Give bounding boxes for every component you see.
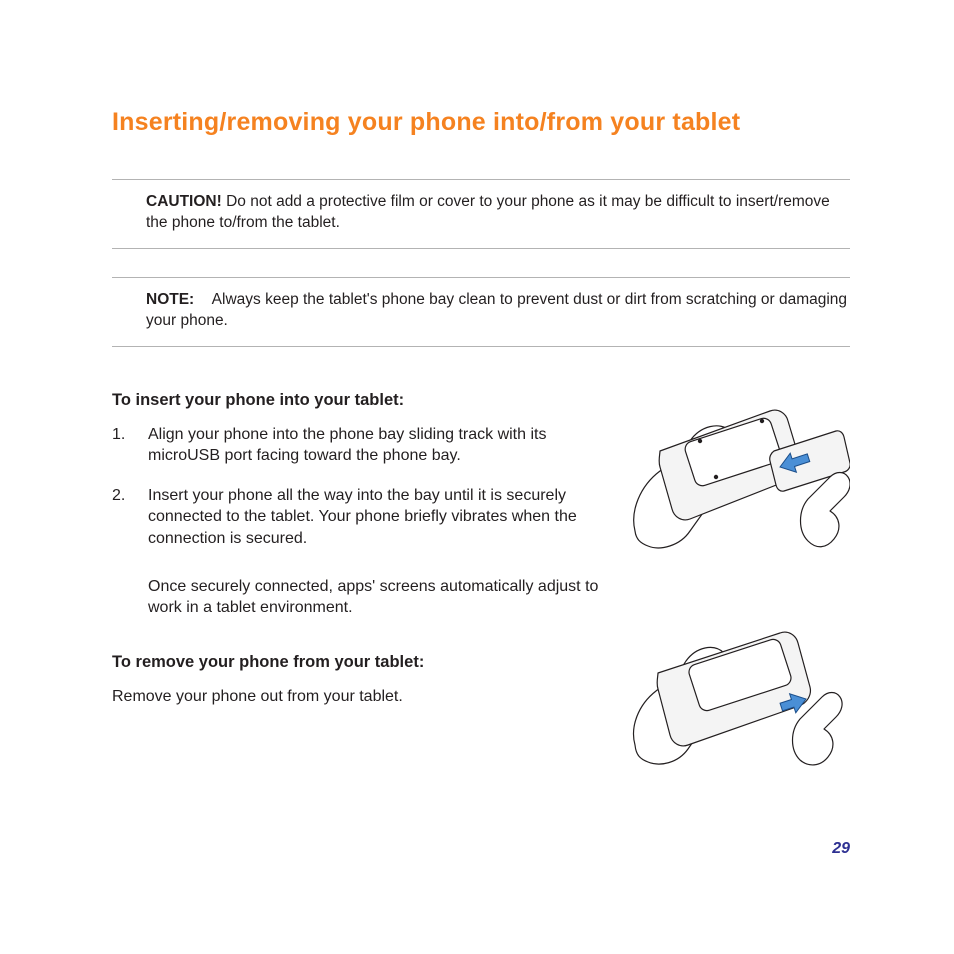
figure-remove [630,615,850,785]
insert-after-text: Once securely connected, apps' screens a… [112,576,612,619]
note-text: Always keep the tablet's phone bay clean… [146,291,847,329]
insert-step-1: Align your phone into the phone bay slid… [112,424,612,467]
page-title: Inserting/removing your phone into/from … [112,108,850,137]
remove-text: Remove your phone out from your tablet. [112,686,612,708]
figure-insert [630,391,850,571]
caution-text: Do not add a protective film or cover to… [146,193,830,231]
insert-steps: Align your phone into the phone bay slid… [112,424,612,550]
note-box: NOTE: Always keep the tablet's phone bay… [112,277,850,347]
page-number: 29 [832,840,850,858]
insert-step-2: Insert your phone all the way into the b… [112,485,612,550]
caution-box: CAUTION! Do not add a protective film or… [112,179,850,249]
caution-label: CAUTION! [146,193,222,210]
note-label: NOTE: [146,291,194,308]
remove-heading: To remove your phone from your tablet: [112,653,612,672]
insert-heading: To insert your phone into your tablet: [112,391,612,410]
